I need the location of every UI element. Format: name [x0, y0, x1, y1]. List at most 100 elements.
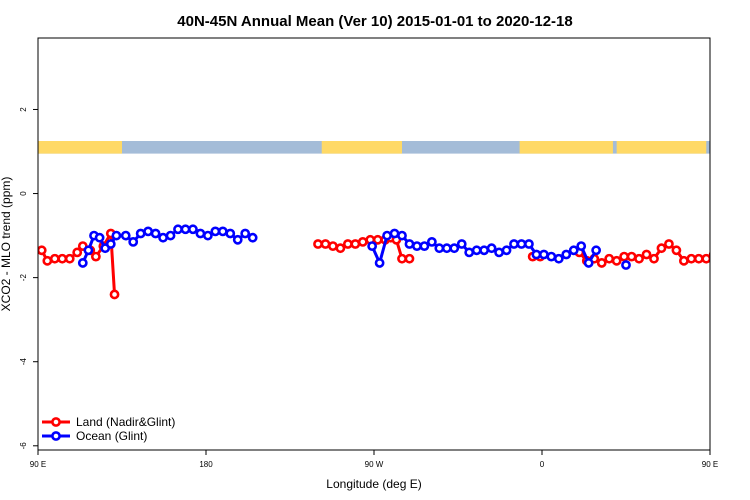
land-band-segment: [38, 141, 122, 154]
ocean-data-point: [471, 245, 482, 256]
ocean-data-point: [165, 230, 176, 241]
land-data-point: [90, 251, 101, 262]
ocean-data-point: [367, 241, 378, 252]
land-data-point: [38, 245, 47, 256]
x-tick-label: 180: [199, 460, 213, 469]
y-tick-label: -6: [19, 442, 28, 450]
ocean-data-point: [412, 241, 422, 252]
ocean-data-point: [217, 226, 228, 237]
y-tick-label: 0: [19, 191, 28, 196]
ocean-data-point: [486, 243, 497, 254]
land-data-point: [671, 245, 682, 256]
legend-label: Land (Nadir&Glint): [76, 415, 175, 429]
land-data-point: [604, 253, 615, 264]
land-data-point: [72, 247, 83, 258]
ocean-data-point: [210, 226, 221, 237]
ocean-data-point: [576, 241, 587, 252]
chart-title: 40N-45N Annual Mean (Ver 10) 2015-01-01 …: [177, 13, 572, 30]
land-band-segment: [721, 141, 750, 154]
land-data-point: [708, 251, 710, 258]
land-data-point: [42, 255, 53, 266]
ocean-data-point: [509, 239, 519, 249]
ocean-data-point: [553, 253, 564, 264]
x-axis-label: Longitude (deg E): [326, 477, 421, 491]
land-data-point: [328, 241, 338, 252]
ocean-data-point: [150, 228, 161, 239]
ocean-data-point: [494, 247, 504, 258]
land-data-point: [49, 253, 60, 264]
land-data-point: [64, 253, 75, 264]
land-data-point: [357, 236, 368, 247]
land-data-point: [611, 255, 622, 266]
land-ocean-mask-band: [38, 141, 750, 154]
ocean-data-point: [729, 232, 736, 239]
ocean-data-point: [740, 243, 747, 250]
legend-marker: [51, 431, 61, 441]
ocean-data-point: [441, 243, 452, 254]
land-band-segment: [519, 141, 613, 154]
ocean-data-point: [591, 245, 602, 256]
land-data-point: [701, 253, 710, 264]
ocean-data-point: [583, 258, 594, 268]
ocean-data-point: [188, 224, 198, 235]
ocean-data-point: [225, 228, 236, 239]
legend: Land (Nadir&Glint)Ocean (Glint): [42, 415, 175, 443]
ocean-data-point: [397, 230, 407, 241]
ocean-data-point: [94, 232, 105, 243]
x-tick-label: 90 W: [365, 460, 384, 469]
land-data-point: [725, 247, 732, 254]
land-band-segment: [616, 141, 707, 154]
land-data-point: [57, 253, 68, 264]
ocean-data-point: [464, 247, 475, 258]
land-data-point: [320, 239, 331, 249]
ocean-data-point: [105, 239, 116, 249]
x-tick-label: 90 E: [30, 460, 46, 469]
land-data-point: [746, 291, 750, 298]
land-data-point: [313, 239, 323, 249]
ocean-data-point: [404, 239, 415, 249]
ocean-data-point: [538, 249, 549, 260]
land-data-point: [678, 255, 689, 266]
legend-item-ocean: Ocean (Glint): [42, 429, 147, 443]
land-data-point: [656, 243, 667, 254]
ocean-series-line: [721, 231, 750, 263]
ocean-data-point: [240, 228, 251, 239]
ocean-data-point: [746, 240, 750, 247]
ocean-data-point: [382, 230, 392, 241]
ocean-data-point: [531, 249, 542, 260]
ocean-data-point: [723, 245, 730, 252]
land-data-point: [619, 251, 630, 262]
y-axis: 2 0 -2 -4 -6: [19, 107, 38, 450]
ocean-data-point: [173, 224, 183, 235]
land-band-segment: [321, 141, 402, 154]
ocean-data-point: [561, 249, 572, 260]
land-data-point: [109, 289, 120, 300]
land-data-point: [342, 239, 353, 249]
land-data-point: [718, 243, 725, 250]
land-data-point: [686, 253, 697, 264]
land-data-point: [664, 239, 674, 249]
ocean-data-point: [568, 245, 579, 256]
ocean-data-point: [516, 239, 527, 249]
land-data-point: [731, 253, 738, 260]
land-data-point: [626, 251, 637, 262]
ocean-data-point: [501, 245, 512, 256]
land-data-point: [634, 253, 644, 264]
ocean-data-point: [202, 230, 213, 241]
ocean-data-point: [83, 245, 94, 256]
land-data-point: [693, 253, 704, 264]
x-tick-label: 90 E: [702, 460, 718, 469]
ocean-data-point: [389, 228, 400, 239]
ocean-data-point: [77, 258, 88, 268]
ocean-data-point: [621, 260, 631, 270]
ocean-data-point: [449, 243, 460, 254]
legend-marker: [51, 417, 61, 427]
ocean-data-point: [524, 239, 534, 249]
legend-label: Ocean (Glint): [76, 429, 147, 443]
y-tick-label: 2: [19, 107, 28, 112]
ocean-data-point: [419, 241, 430, 252]
ocean-data-point: [195, 228, 206, 239]
ocean-data-point: [434, 243, 445, 254]
ocean-data-point: [374, 258, 385, 268]
